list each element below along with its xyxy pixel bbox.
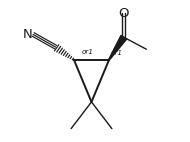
Polygon shape bbox=[109, 35, 127, 60]
Text: or1: or1 bbox=[82, 49, 94, 55]
Text: O: O bbox=[119, 7, 129, 20]
Text: or1: or1 bbox=[111, 50, 123, 56]
Text: N: N bbox=[23, 28, 33, 41]
